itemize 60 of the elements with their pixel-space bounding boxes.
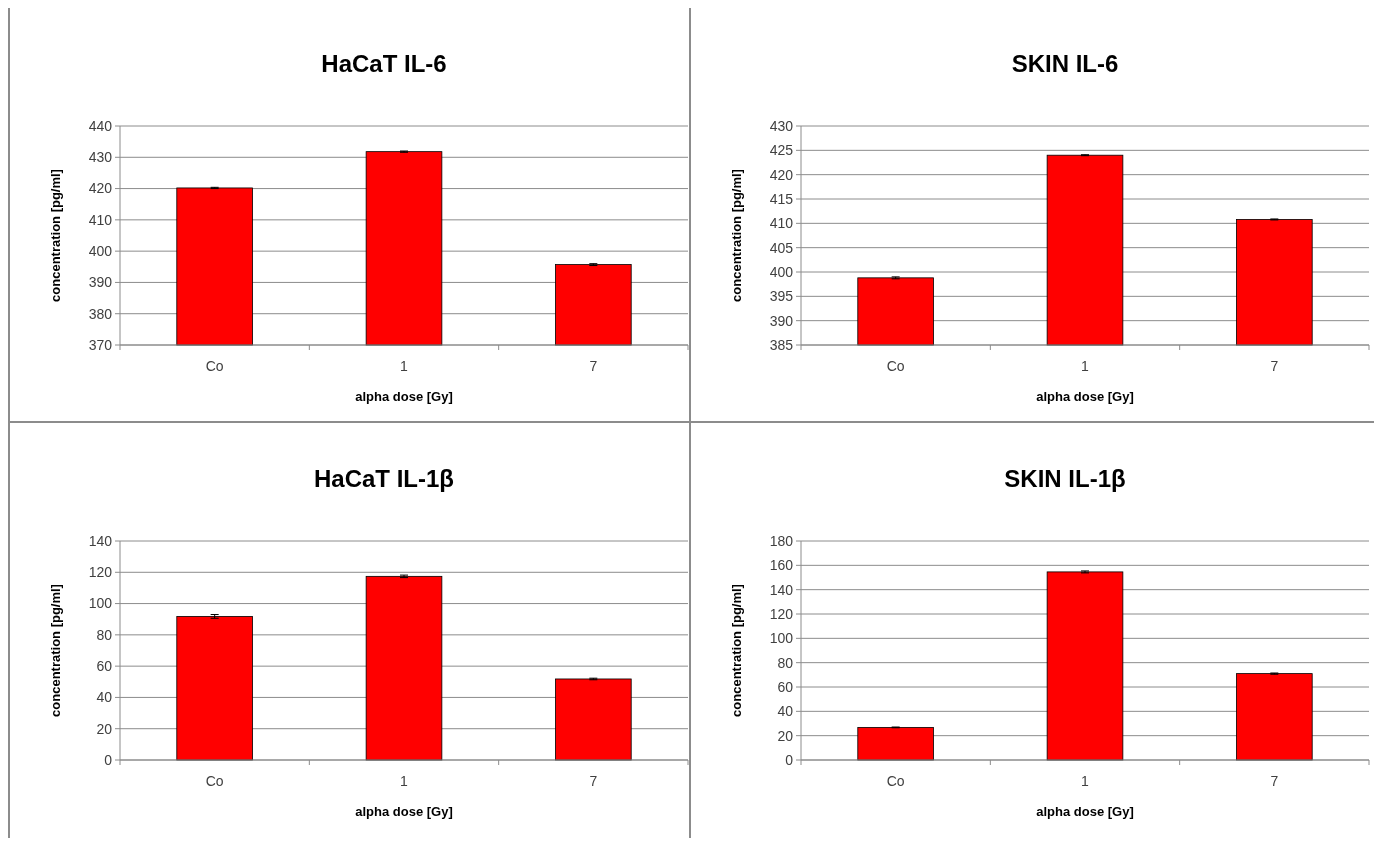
- y-axis-title: concentration [pg/ml]: [48, 584, 63, 717]
- y-tick-label: 140: [769, 581, 794, 598]
- y-tick-label: 405: [769, 239, 794, 256]
- x-tick-label: 1: [400, 358, 409, 374]
- y-tick-label: 400: [88, 243, 113, 260]
- y-tick-label: 60: [96, 658, 113, 675]
- y-tick-label: 420: [88, 180, 113, 197]
- y-tick-label: 420: [769, 166, 794, 183]
- x-tick-label: 1: [1081, 773, 1090, 789]
- x-tick-label: 7: [1270, 773, 1279, 789]
- y-tick-label: 180: [769, 532, 794, 549]
- y-tick-label: 390: [88, 274, 113, 291]
- x-axis-title: alpha dose [Gy]: [355, 389, 453, 404]
- chart-title: HaCaT IL-6: [321, 50, 447, 77]
- x-axis-title: alpha dose [Gy]: [355, 804, 453, 819]
- y-tick-label: 40: [777, 703, 794, 720]
- y-tick-label: 395: [769, 288, 794, 305]
- y-tick-label: 390: [769, 312, 794, 329]
- y-tick-label: 410: [88, 211, 113, 228]
- y-axis-title: concentration [pg/ml]: [729, 584, 744, 717]
- x-tick-label: 1: [400, 773, 409, 789]
- x-tick-label: Co: [205, 358, 224, 374]
- chart-title: SKIN IL-1β: [1004, 465, 1126, 492]
- chart-title: HaCaT IL-1β: [313, 465, 455, 492]
- y-tick-label: 160: [769, 557, 794, 574]
- x-tick-label: Co: [886, 358, 905, 374]
- y-tick-label: 425: [769, 142, 794, 159]
- y-axis-title: concentration [pg/ml]: [729, 169, 744, 302]
- y-tick-label: 430: [88, 149, 113, 166]
- y-tick-label: 20: [96, 720, 113, 737]
- y-tick-label: 60: [777, 678, 794, 695]
- y-tick-label: 20: [777, 727, 794, 744]
- x-tick-label: 7: [589, 358, 598, 374]
- y-tick-label: 120: [769, 605, 794, 622]
- y-tick-label: 410: [769, 215, 794, 232]
- x-axis-title: alpha dose [Gy]: [1036, 389, 1134, 404]
- x-axis-title: alpha dose [Gy]: [1036, 804, 1134, 819]
- y-tick-label: 370: [88, 336, 113, 353]
- y-tick-label: 120: [88, 564, 113, 581]
- y-tick-label: 80: [96, 626, 113, 643]
- y-tick-label: 0: [104, 751, 113, 768]
- y-tick-label: 400: [769, 263, 794, 280]
- y-tick-label: 80: [777, 654, 794, 671]
- x-tick-label: 7: [589, 773, 598, 789]
- y-tick-label: 140: [88, 532, 113, 549]
- y-tick-label: 0: [785, 751, 794, 768]
- y-axis-title: concentration [pg/ml]: [48, 169, 63, 302]
- x-tick-label: 7: [1270, 358, 1279, 374]
- y-tick-label: 430: [769, 117, 794, 134]
- chart-title: SKIN IL-6: [1011, 50, 1119, 77]
- y-tick-label: 440: [88, 117, 113, 134]
- y-tick-label: 100: [769, 630, 794, 647]
- y-tick-label: 40: [96, 689, 113, 706]
- y-tick-label: 380: [88, 305, 113, 322]
- y-tick-label: 100: [88, 595, 113, 612]
- x-tick-label: Co: [205, 773, 224, 789]
- y-tick-label: 385: [769, 336, 794, 353]
- y-tick-label: 415: [769, 190, 794, 207]
- x-tick-label: 1: [1081, 358, 1090, 374]
- x-tick-label: Co: [886, 773, 905, 789]
